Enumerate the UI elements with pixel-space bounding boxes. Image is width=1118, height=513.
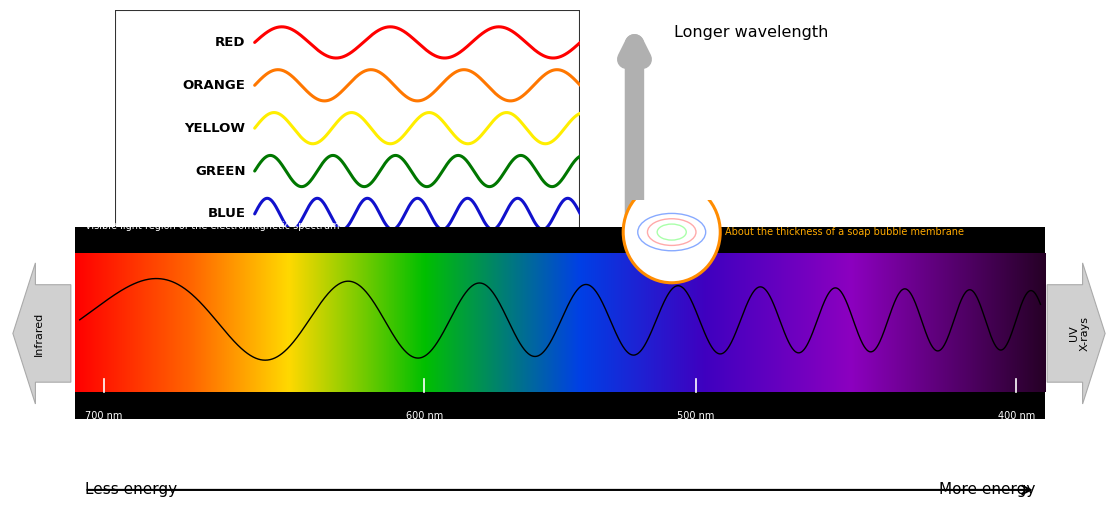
Text: About the thickness of a soap bubble membrane: About the thickness of a soap bubble mem… <box>726 227 964 236</box>
Text: Infrared: Infrared <box>34 311 44 356</box>
Text: Visible light region of the electromagnetic spectrum: Visible light region of the electromagne… <box>85 222 339 231</box>
Text: GREEN: GREEN <box>195 165 245 177</box>
Text: ORANGE: ORANGE <box>182 79 245 92</box>
Text: Shorter wavelength: Shorter wavelength <box>674 281 833 295</box>
Text: UV
X-rays: UV X-rays <box>1069 316 1090 351</box>
Text: 700 nm: 700 nm <box>85 411 123 421</box>
Text: Less energy: Less energy <box>85 482 177 498</box>
FancyArrow shape <box>1048 263 1105 404</box>
Text: 400 nm: 400 nm <box>997 411 1035 421</box>
Text: 600 nm: 600 nm <box>406 411 443 421</box>
Text: INDIGO: INDIGO <box>191 250 245 263</box>
Text: RED: RED <box>215 36 245 49</box>
FancyArrow shape <box>13 263 70 404</box>
FancyBboxPatch shape <box>115 10 580 310</box>
Text: Longer wavelength: Longer wavelength <box>674 25 828 40</box>
Text: 500 nm: 500 nm <box>678 411 714 421</box>
Text: More energy: More energy <box>939 482 1035 498</box>
Text: VIOLET: VIOLET <box>192 293 245 306</box>
Text: YELLOW: YELLOW <box>184 122 245 134</box>
Ellipse shape <box>623 182 720 283</box>
FancyBboxPatch shape <box>75 227 1045 419</box>
Text: BLUE: BLUE <box>207 207 245 221</box>
